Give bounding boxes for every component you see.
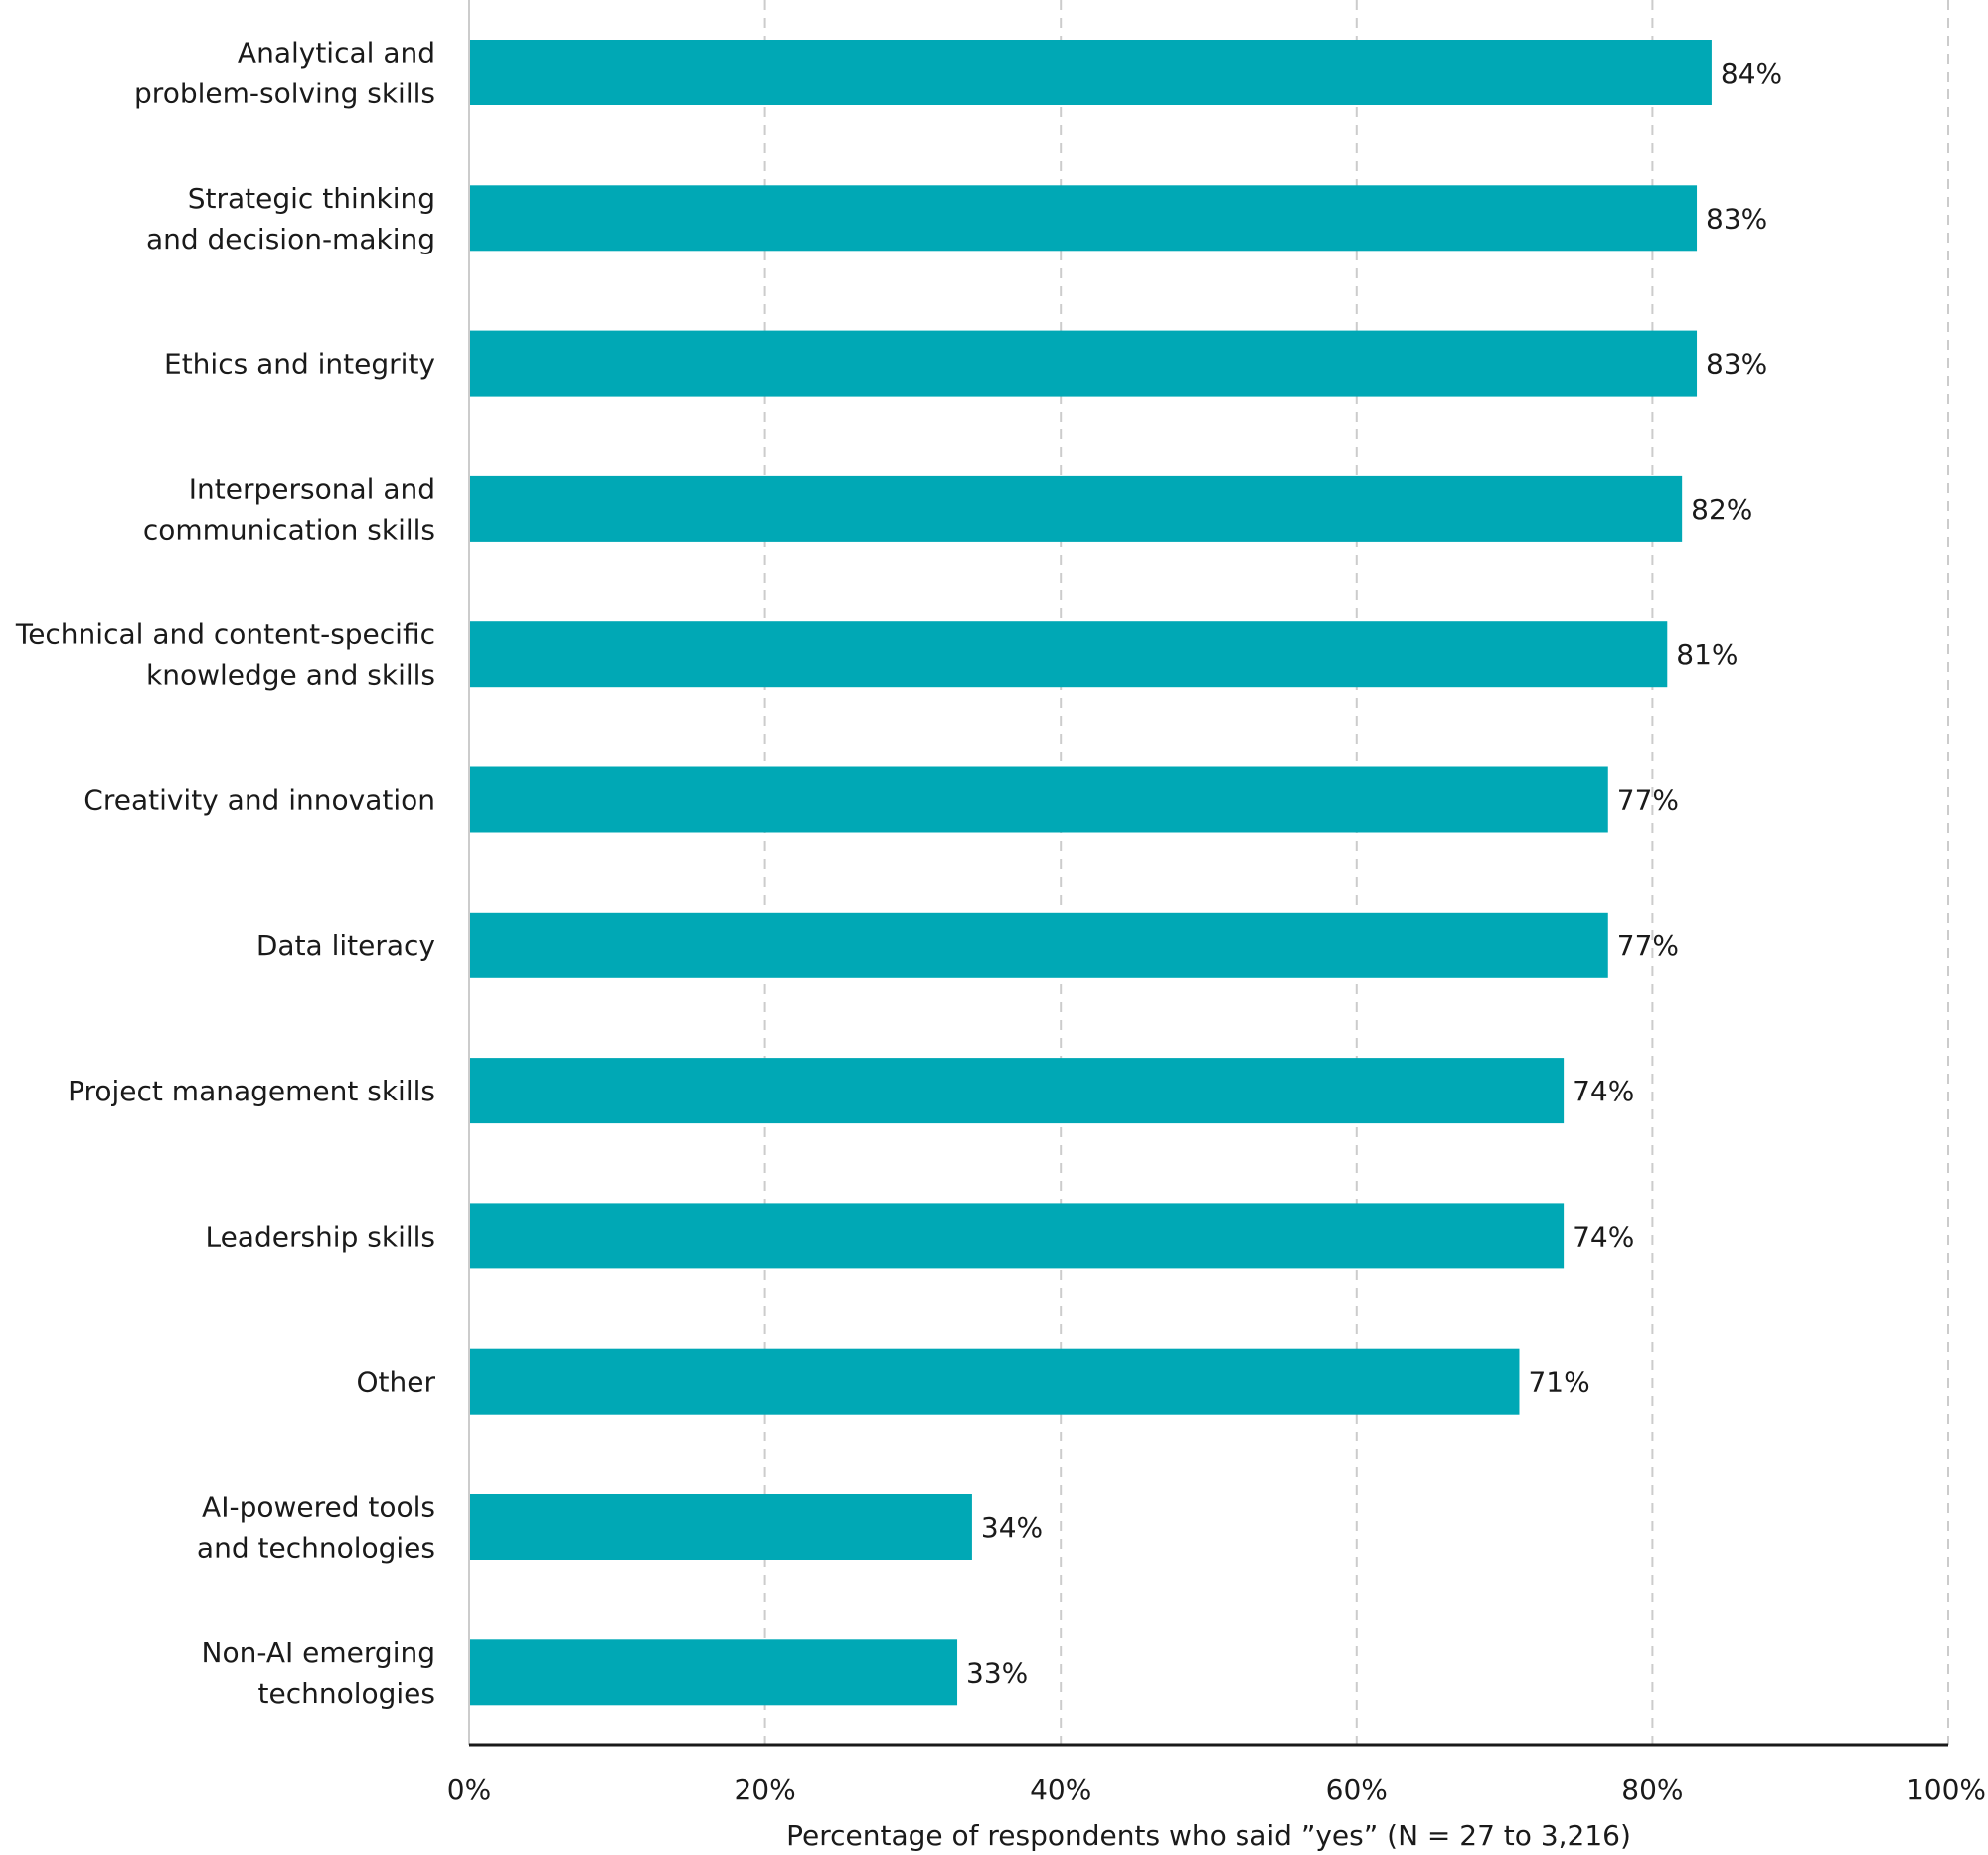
category-label-6: Data literacy: [256, 929, 435, 962]
value-label-2: 83%: [1706, 348, 1767, 381]
x-tick-label-60: 60%: [1326, 1773, 1388, 1806]
category-label-2: Ethics and integrity: [164, 348, 435, 381]
bar-5: [469, 766, 1608, 833]
bar-10: [469, 1494, 972, 1560]
x-tick-label-20: 20%: [734, 1773, 795, 1806]
bar-2: [469, 330, 1698, 397]
bar-6: [469, 912, 1608, 978]
axes: [468, 0, 1948, 1747]
category-label-9: Other: [356, 1366, 435, 1399]
bar-8: [469, 1203, 1565, 1269]
category-label-4: Technical and content-specific knowledge …: [15, 618, 435, 692]
value-label-7: 74%: [1573, 1075, 1634, 1107]
value-label-0: 84%: [1721, 57, 1782, 89]
category-label-3: Interpersonal and communication skills: [143, 472, 435, 546]
x-tick-label-40: 40%: [1030, 1773, 1091, 1806]
value-label-4: 81%: [1676, 638, 1738, 671]
bar-1: [469, 185, 1698, 252]
bar-0: [469, 40, 1712, 105]
value-label-5: 77%: [1617, 784, 1679, 817]
bar-7: [469, 1058, 1565, 1124]
value-label-9: 71%: [1528, 1366, 1589, 1399]
bars: [469, 40, 1712, 1706]
value-label-1: 83%: [1706, 202, 1767, 235]
category-label-7: Project management skills: [68, 1075, 435, 1107]
value-label-11: 33%: [966, 1656, 1028, 1689]
bar-11: [469, 1639, 958, 1706]
x-tick-label-80: 80%: [1621, 1773, 1683, 1806]
value-label-6: 77%: [1617, 929, 1679, 962]
bar-3: [469, 475, 1683, 542]
x-tick-label-0: 0%: [447, 1773, 491, 1806]
labels: 84% Analytical and problem-solving skills 8…: [15, 37, 1986, 1807]
value-label-10: 34%: [981, 1511, 1043, 1544]
bar-9: [469, 1348, 1520, 1415]
x-axis-title: Percentage of respondents who said ”yes”…: [786, 1819, 1631, 1852]
category-label-1: Strategic thinking and decision-making: [146, 182, 435, 255]
value-label-8: 74%: [1573, 1220, 1634, 1253]
category-label-11: Non-AI emerging technologies: [202, 1636, 435, 1710]
category-label-5: Creativity and innovation: [83, 784, 435, 817]
value-label-3: 82%: [1691, 493, 1752, 526]
gridlines: [763, 0, 1949, 1745]
category-label-0: Analytical and problem-solving skills: [134, 37, 435, 110]
category-label-10: AI-powered tools and technologies: [197, 1491, 435, 1565]
x-tick-label-100: 100%: [1906, 1773, 1986, 1806]
category-label-8: Leadership skills: [205, 1220, 435, 1253]
bar-4: [469, 621, 1668, 688]
